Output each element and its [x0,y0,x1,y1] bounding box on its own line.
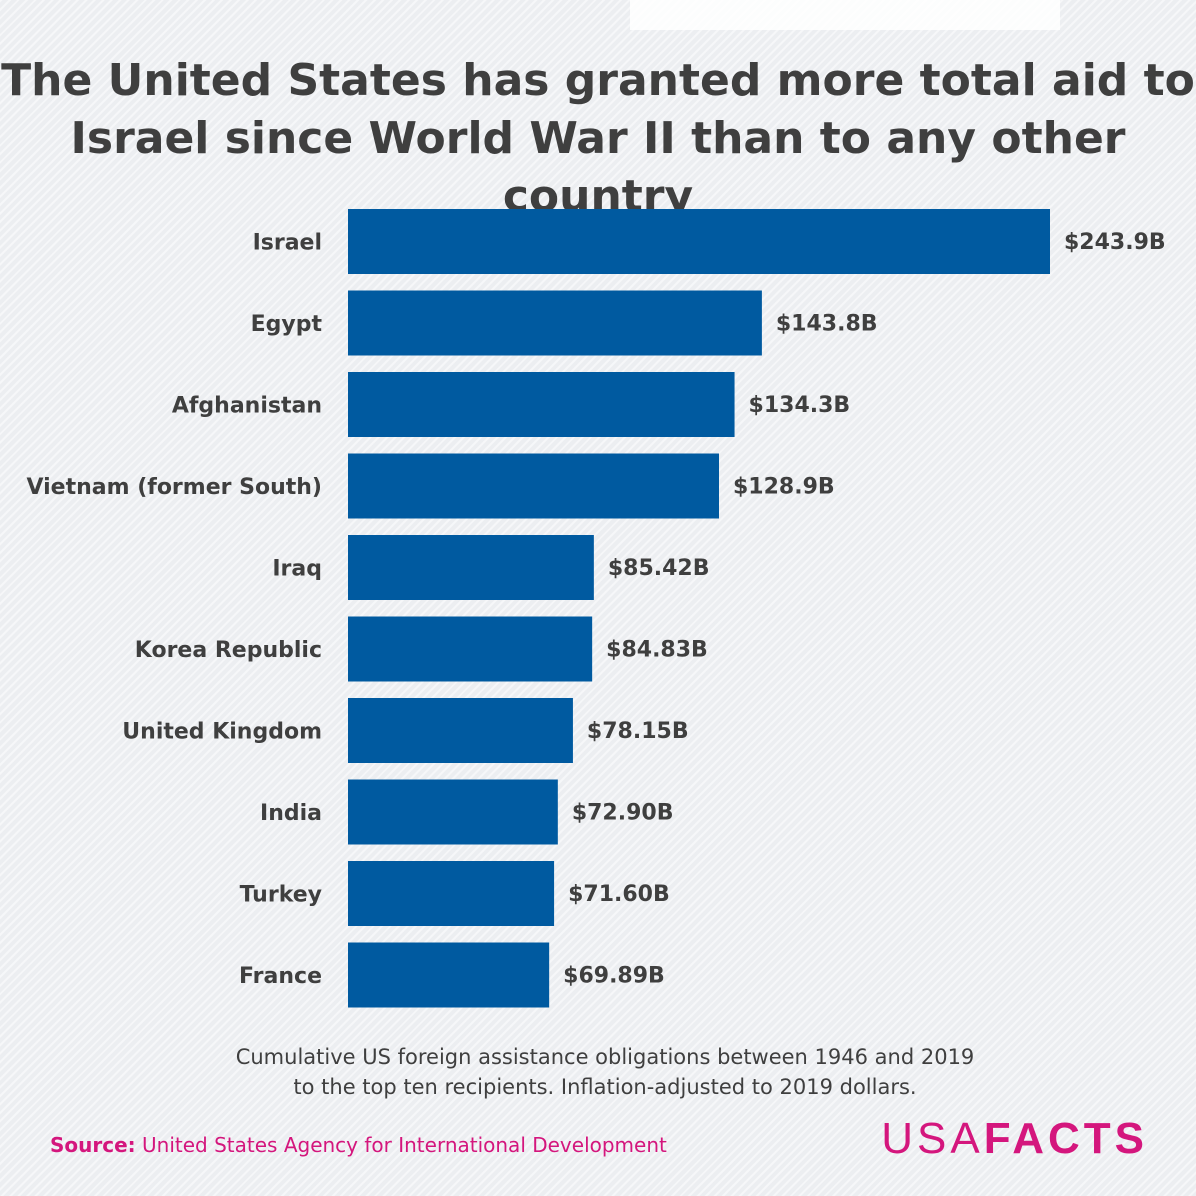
chart-note-line-2: to the top ten recipients. Inflation-adj… [293,1075,917,1099]
value-label-afghanistan: $134.3B [749,393,851,418]
category-label-turkey: Turkey [240,883,322,908]
source-text: United States Agency for International D… [142,1133,667,1157]
chart-note: Cumulative US foreign assistance obligat… [0,1042,1196,1102]
value-label-india: $72.90B [572,801,674,826]
bar-united-kingdom [348,698,573,763]
category-label-india: India [260,801,322,826]
logo-usa: USA [881,1114,984,1163]
category-label-iraq: Iraq [272,557,322,582]
category-label-egypt: Egypt [251,312,323,337]
bar-france [348,942,550,1008]
chart-title-line-1: The United States has granted more total… [1,55,1195,106]
category-label-united-kingdom: United Kingdom [122,720,322,745]
chart-note-line-1: Cumulative US foreign assistance obligat… [235,1045,975,1069]
value-label-korea-republic: $84.83B [606,638,708,663]
bar-korea-republic [348,616,593,682]
bar-vietnam-former-south [348,453,720,519]
value-label-vietnam-former-south: $128.9B [733,475,835,500]
category-label-korea-republic: Korea Republic [135,638,322,663]
source-credit: Source: United States Agency for Interna… [50,1133,667,1157]
source-label: Source: [50,1133,136,1157]
value-label-egypt: $143.8B [776,312,878,337]
value-label-turkey: $71.60B [568,882,670,907]
bar-israel [348,209,1050,274]
chart-title: The United States has granted more total… [0,52,1196,226]
value-label-france: $69.89B [563,964,665,989]
bar-turkey [348,861,555,926]
value-label-israel: $243.9B [1064,230,1166,255]
bar-afghanistan [348,372,735,437]
category-label-france: France [239,964,322,989]
bar-egypt [348,290,762,356]
usafacts-logo: USAFACTS [881,1114,1148,1164]
value-label-iraq: $85.42B [608,556,710,581]
category-label-israel: Israel [253,231,322,256]
bar-india [348,779,558,845]
background-card [630,0,1060,30]
logo-facts: FACTS [983,1114,1148,1163]
category-label-vietnam-former-south: Vietnam (former South) [26,475,322,500]
bar-iraq [348,535,594,600]
category-label-afghanistan: Afghanistan [172,394,322,419]
value-label-united-kingdom: $78.15B [587,719,689,744]
